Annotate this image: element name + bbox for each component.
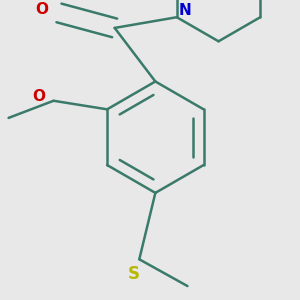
Text: N: N xyxy=(179,3,192,18)
Text: S: S xyxy=(128,265,140,283)
Text: O: O xyxy=(32,89,45,104)
Text: O: O xyxy=(35,2,48,17)
